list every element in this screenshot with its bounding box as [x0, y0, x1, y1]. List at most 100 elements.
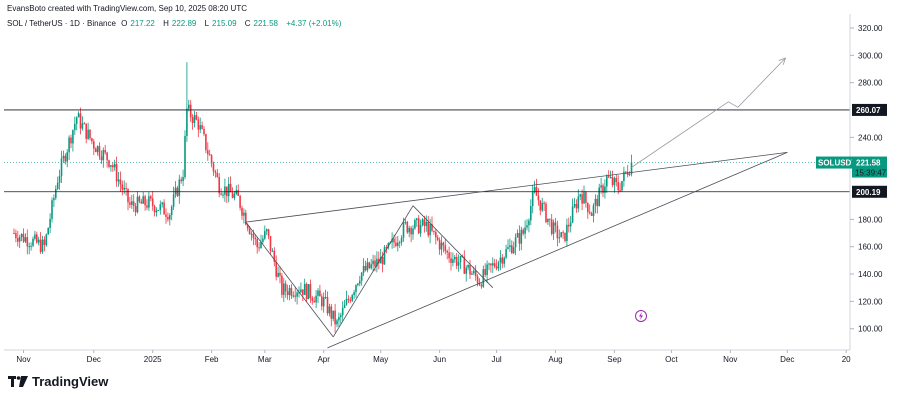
candle-body: [478, 283, 481, 285]
ohlc-low: L 215.09: [204, 19, 237, 28]
candle-body: [366, 262, 369, 271]
time-tick-label: 2025: [144, 355, 162, 364]
support-tag-bg: [852, 185, 887, 198]
candle-body: [499, 257, 502, 263]
candle-body: [174, 187, 177, 195]
candle-body: [425, 221, 428, 227]
candle-body: [442, 242, 445, 246]
candle-body: [416, 218, 418, 221]
candle-body: [433, 230, 435, 232]
candle-body: [30, 245, 32, 247]
candle-body: [435, 231, 437, 238]
current-price-tag-bg: [852, 156, 887, 178]
candle-body: [28, 246, 30, 248]
candle-body: [322, 297, 325, 307]
candle-body: [340, 315, 342, 318]
candle-body: [372, 260, 374, 265]
candle-body: [275, 261, 277, 277]
candle-body: [457, 262, 460, 266]
candle-body: [577, 196, 580, 209]
candle-body: [537, 195, 540, 201]
candle-body: [497, 262, 500, 269]
price-change: +4.37 (+2.01%): [286, 19, 342, 28]
candle-body: [376, 258, 378, 267]
candle-body: [473, 270, 475, 274]
projection-arrowhead: [778, 57, 787, 65]
candle-body: [125, 187, 127, 189]
candle-body: [423, 219, 426, 227]
candle-body: [24, 237, 27, 242]
candle-body: [564, 232, 566, 242]
candle-body: [17, 238, 19, 242]
candle-body: [180, 179, 182, 182]
candle-body: [490, 263, 492, 266]
candle-body: [613, 178, 616, 186]
time-tick-label: Nov: [723, 355, 737, 364]
candle-body: [617, 182, 619, 191]
candle-body: [615, 178, 618, 183]
candle-body: [550, 219, 553, 234]
candle-body: [39, 239, 42, 252]
candle-body: [467, 264, 469, 268]
candle-body: [545, 203, 547, 223]
candle-body: [292, 295, 295, 297]
candle-body: [305, 283, 308, 300]
candle-body: [102, 150, 105, 161]
candle-body: [417, 218, 420, 234]
candle-body: [94, 148, 97, 153]
zigzag-up-line: [332, 205, 414, 338]
candle-body: [406, 221, 409, 233]
candle-body: [341, 307, 344, 316]
ohlc-open: O 217.22: [121, 19, 155, 28]
candle-body: [524, 227, 526, 234]
candle-body: [296, 292, 298, 297]
candle-body: [214, 171, 217, 173]
candle-body: [343, 304, 346, 308]
candle-body: [250, 233, 253, 235]
candle-body: [218, 176, 220, 194]
candle-body: [279, 272, 281, 276]
candle-body: [402, 222, 405, 238]
candle-body: [271, 250, 274, 252]
candle-body: [471, 273, 473, 275]
candle-body: [60, 158, 63, 176]
candle-body: [585, 192, 587, 203]
candle-body: [81, 123, 84, 129]
price-tick-label: 280.00: [858, 79, 883, 88]
candle-body: [526, 225, 528, 228]
tradingview-logo[interactable]: TradingView: [8, 374, 108, 389]
candle-body: [568, 224, 570, 227]
candle-body: [188, 104, 190, 109]
time-tick-label: Apr: [317, 355, 330, 364]
candle-body: [146, 205, 148, 208]
candle-body: [609, 177, 612, 179]
candle-body: [383, 247, 386, 265]
time-tick-label: Oct: [665, 355, 678, 364]
candle-body: [324, 297, 327, 299]
price-tick-label: 180.00: [858, 215, 883, 224]
candle-body: [334, 310, 336, 325]
candle-body: [364, 265, 367, 271]
candle-body: [220, 193, 222, 195]
candle-body: [431, 224, 433, 231]
candle-body: [623, 171, 625, 181]
candle-body: [469, 264, 471, 275]
candle-body: [509, 245, 511, 248]
candles: [13, 62, 633, 333]
candle-body: [429, 224, 431, 236]
candle-body: [543, 202, 545, 204]
candle-body: [518, 232, 521, 244]
candle-body: [256, 239, 258, 248]
symbol-title[interactable]: SOL / TetherUS · 1D · Binance: [7, 19, 116, 28]
candle-body: [237, 190, 239, 196]
candle-body: [625, 171, 627, 173]
candle-body: [131, 201, 133, 205]
candle-body: [302, 289, 304, 295]
candle-body: [85, 123, 87, 139]
candle-body: [207, 150, 209, 155]
candle-body: [106, 152, 108, 161]
candle-body: [294, 295, 296, 297]
candle-body: [345, 298, 348, 305]
